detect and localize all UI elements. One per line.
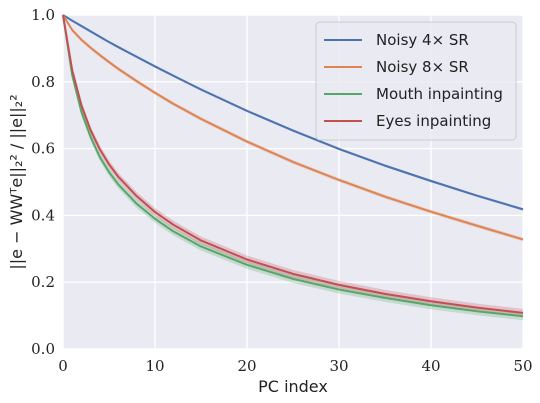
x-tick-labels: 0 10 20 30 40 50	[58, 357, 532, 375]
y-tick-label: 0.0	[31, 340, 55, 358]
y-tick-label: 0.4	[31, 206, 55, 224]
series-line	[62, 14, 524, 241]
series-lines	[62, 14, 524, 318]
x-tick-label: 30	[329, 357, 348, 375]
y-tick-label: 1.0	[31, 6, 55, 24]
legend: Noisy 4× SR Noisy 8× SR Mouth inpainting Ey…	[315, 21, 517, 141]
x-tick-label: 0	[58, 357, 68, 375]
x-tick-label: 50	[513, 357, 532, 375]
series-line	[62, 14, 524, 314]
x-axis-title: PC index	[258, 377, 328, 396]
y-tick-label: 0.2	[31, 273, 55, 291]
x-tick-label: 10	[145, 357, 164, 375]
legend-label: Noisy 4× SR	[376, 31, 469, 49]
y-tick-label: 0.8	[31, 73, 55, 91]
y-tick-labels: 0.0 0.2 0.4 0.6 0.8 1.0	[31, 6, 55, 358]
legend-box	[315, 21, 517, 141]
x-tick-label: 40	[421, 357, 440, 375]
legend-label: Noisy 8× SR	[376, 58, 469, 76]
y-tick-label: 0.6	[31, 140, 55, 158]
legend-label: Eyes inpainting	[376, 112, 491, 130]
series-line	[62, 14, 524, 318]
x-tick-label: 20	[237, 357, 256, 375]
series-line	[62, 14, 524, 211]
y-axis-title: ||e − WWᵀe||₂² / ||e||₂²	[7, 94, 26, 269]
legend-label: Mouth inpainting	[376, 85, 503, 103]
